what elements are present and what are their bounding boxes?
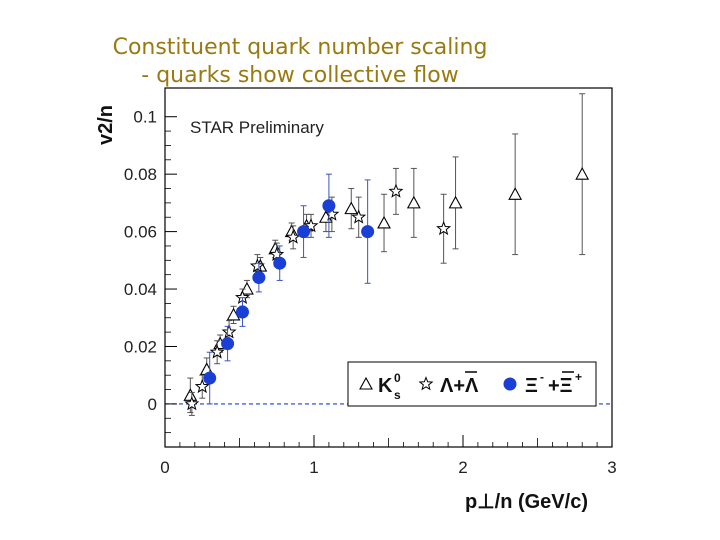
legend-marker-triangle <box>359 376 373 390</box>
data-point-star <box>249 258 265 273</box>
x-tick-label: 2 <box>458 458 467 477</box>
data-point-star <box>436 220 452 236</box>
data-point-circle <box>273 256 287 270</box>
y-tick-label: 0.1 <box>133 108 157 127</box>
legend-marker-circle <box>503 377 517 391</box>
slide-title-line-1: Constituent quark number scaling <box>112 35 488 60</box>
y-tick-label: 0.02 <box>124 337 157 356</box>
data-point-star <box>303 217 319 233</box>
data-point-star <box>194 378 210 394</box>
data-point-star <box>324 206 340 221</box>
series-circle <box>203 173 375 405</box>
data-point-star <box>388 183 404 198</box>
series-star <box>184 167 452 416</box>
data-point-triangle <box>508 187 523 200</box>
legend-label-xi: Ξ <box>525 375 538 397</box>
y-axis-label: v2/n <box>95 105 117 145</box>
data-point-circle <box>297 225 311 239</box>
data-point-star <box>269 246 285 261</box>
y-tick-label: 0.04 <box>124 280 157 299</box>
legend-label-k0s: K <box>378 375 393 397</box>
y-tick-label: 0.06 <box>124 223 157 242</box>
data-point-triangle <box>344 201 359 215</box>
data-point-star <box>184 396 200 411</box>
data-point-circle <box>221 337 235 351</box>
slide-title: Constituent quark number scaling - quark… <box>90 34 510 90</box>
data-point-star <box>221 324 237 339</box>
data-point-circle <box>252 271 266 285</box>
data-point-triangle <box>448 195 463 209</box>
x-tick-label: 3 <box>607 458 616 477</box>
slide-title-line-2: - quarks show collective flow <box>141 63 459 88</box>
legend-marker-star <box>418 376 434 391</box>
data-point-circle <box>235 305 249 319</box>
legend-label-lambda: Λ+Λ <box>440 375 479 397</box>
data-point-circle <box>203 371 217 385</box>
data-point-triangle <box>377 215 391 229</box>
star-preliminary-annotation: STAR Preliminary <box>190 118 324 137</box>
data-point-star <box>209 344 225 359</box>
legend-label-k0s-sup: 0 <box>394 371 401 385</box>
legend-label-k0s-sub: s <box>394 388 401 402</box>
data-point-circle <box>361 225 375 239</box>
data-point-triangle <box>575 167 590 180</box>
legend-label-xi-sup-plus: + <box>575 370 582 384</box>
y-tick-label: 0.08 <box>124 165 157 184</box>
x-axis-label: p⊥/n (GeV/c) <box>465 491 588 513</box>
data-point-star <box>285 229 301 244</box>
legend-box <box>347 361 597 407</box>
y-tick-label: 0 <box>148 395 157 414</box>
series-triangle <box>183 93 590 414</box>
data-point-star <box>351 209 367 224</box>
legend-label-xi-bar: +Ξ <box>548 375 573 397</box>
data-point-triangle <box>406 195 421 209</box>
data-point-triangle <box>183 388 198 401</box>
legend-label-xi-sup-minus: - <box>540 370 544 384</box>
x-tick-label: 0 <box>160 458 169 477</box>
data-point-circle <box>322 199 336 213</box>
x-tick-label: 1 <box>309 458 318 477</box>
